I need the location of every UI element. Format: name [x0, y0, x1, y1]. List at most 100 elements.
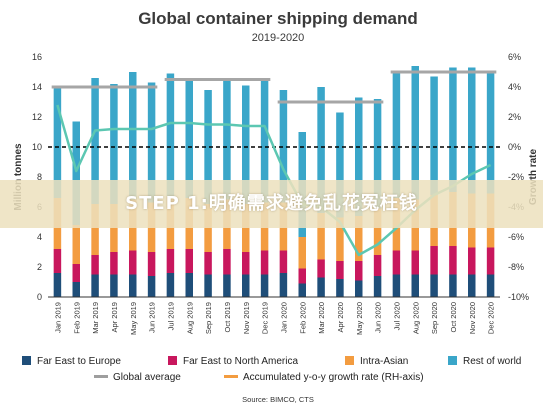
x-tick-label: May 2020: [355, 302, 364, 335]
bar-far-east-north-america: [430, 246, 438, 275]
bar-rest-of-world: [129, 72, 137, 200]
x-tick-label: Dec 2019: [261, 302, 270, 334]
left-axis-ticks: 0246810121416: [32, 52, 42, 302]
x-tick-label: Nov 2020: [468, 302, 477, 334]
bar-far-east-europe: [242, 274, 250, 297]
bar-rest-of-world: [468, 67, 476, 194]
left-tick-label: 2: [37, 262, 42, 272]
x-tick-label: Oct 2020: [449, 302, 458, 332]
left-tick-label: 16: [32, 52, 42, 62]
bar-far-east-europe: [449, 274, 457, 297]
legend-label: Accumulated y-o-y growth rate (RH-axis): [243, 372, 424, 383]
right-tick-label: -10%: [508, 292, 529, 302]
x-tick-label: Mar 2019: [91, 302, 100, 334]
bar-rest-of-world: [317, 87, 325, 213]
source-note: Source: BIMCO, CTS: [242, 395, 314, 404]
bar-far-east-north-america: [129, 250, 137, 275]
x-tick-label: Jul 2019: [166, 302, 175, 330]
bar-rest-of-world: [185, 79, 193, 198]
bar-rest-of-world: [53, 88, 62, 198]
bar-far-east-europe: [392, 274, 401, 297]
right-axis-label: Growth rate: [528, 149, 539, 206]
x-axis-tick-labels: Jan 2019 Feb 2019 Mar 2019 Apr 2019 May 2019…: [53, 302, 495, 335]
bar-rest-of-world: [110, 84, 118, 204]
bar-far-east-europe: [147, 276, 156, 297]
bar-far-east-north-america: [392, 250, 401, 275]
bar-rest-of-world: [166, 73, 175, 197]
x-tick-label: Jan 2020: [279, 302, 288, 333]
bar-far-east-europe: [53, 273, 62, 297]
bar-intra-asian: [317, 213, 325, 260]
left-tick-label: 8: [37, 172, 42, 182]
bar-far-east-europe: [72, 282, 80, 297]
legend-label: Far East to Europe: [37, 356, 121, 367]
bar-rest-of-world: [147, 82, 156, 203]
bar-intra-asian: [336, 217, 344, 261]
right-axis-ticks: -10%-8%-6%-4%-2%0%2%4%6%: [508, 52, 529, 302]
bar-far-east-north-america: [411, 250, 419, 275]
left-tick-label: 0: [37, 292, 42, 302]
bar-far-east-europe: [355, 280, 363, 297]
bar-intra-asian: [91, 204, 99, 255]
bar-far-east-europe: [279, 273, 288, 297]
bar-far-east-north-america: [449, 246, 457, 275]
bar-far-east-north-america: [204, 252, 212, 275]
bar-far-east-europe: [486, 274, 495, 297]
bar-far-east-north-america: [373, 255, 382, 276]
bar-rest-of-world: [91, 78, 99, 204]
bar-far-east-europe: [260, 274, 269, 297]
bar-far-east-north-america: [185, 249, 193, 273]
bar-rest-of-world: [373, 99, 382, 209]
bar-far-east-europe: [430, 274, 438, 297]
bar-rest-of-world: [260, 78, 269, 203]
bar-far-east-north-america: [91, 255, 99, 275]
bar-rest-of-world: [223, 79, 231, 200]
bar-far-east-north-america: [147, 252, 156, 276]
bar-far-east-europe: [373, 276, 382, 297]
bar-rest-of-world: [204, 90, 212, 204]
legend-label: Intra-Asian: [360, 356, 408, 367]
x-tick-label: Oct 2019: [223, 302, 232, 332]
legend-swatch: [168, 356, 177, 365]
overlay-banner-text: STEP 1:明确需求避免乱花冤枉钱: [125, 193, 418, 214]
bar-intra-asian: [72, 225, 80, 264]
right-tick-label: 2%: [508, 112, 521, 122]
bar-rest-of-world: [449, 67, 457, 192]
left-tick-label: 10: [32, 142, 42, 152]
bar-far-east-north-america: [53, 249, 62, 273]
x-tick-label: Dec 2020: [487, 302, 496, 334]
bar-rest-of-world: [279, 90, 288, 203]
bar-far-east-europe: [336, 279, 344, 297]
left-tick-label: 14: [32, 82, 42, 92]
left-axis-label: Million tonnes: [13, 143, 24, 211]
bar-far-east-north-america: [486, 247, 495, 275]
bar-far-east-north-america: [317, 259, 325, 278]
x-tick-label: Aug 2020: [411, 302, 420, 334]
x-tick-label: Aug 2019: [185, 302, 194, 334]
bar-rest-of-world: [411, 66, 419, 200]
bar-far-east-north-america: [260, 250, 269, 275]
bar-far-east-north-america: [242, 252, 250, 275]
legend-swatch: [22, 356, 31, 365]
bar-intra-asian: [355, 216, 363, 261]
bar-rest-of-world: [242, 85, 250, 204]
bar-far-east-europe: [129, 274, 137, 297]
bar-intra-asian: [298, 237, 306, 269]
right-tick-label: -8%: [508, 262, 524, 272]
right-tick-label: -6%: [508, 232, 524, 242]
chart-title: Global container shipping demand: [138, 9, 418, 28]
left-tick-label: 12: [32, 112, 42, 122]
bar-far-east-europe: [166, 273, 175, 297]
bar-far-east-north-america: [468, 247, 476, 275]
right-tick-label: 6%: [508, 52, 521, 62]
bar-far-east-europe: [204, 274, 212, 297]
bar-far-east-north-america: [279, 250, 288, 273]
bar-rest-of-world: [486, 70, 495, 194]
legend-label: Global average: [113, 372, 181, 383]
bar-far-east-europe: [411, 274, 419, 297]
right-tick-label: 0%: [508, 142, 521, 152]
legend-label: Far East to North America: [183, 356, 298, 367]
right-tick-label: -2%: [508, 172, 524, 182]
legend-swatch: [345, 356, 354, 365]
x-tick-label: Nov 2019: [242, 302, 251, 334]
